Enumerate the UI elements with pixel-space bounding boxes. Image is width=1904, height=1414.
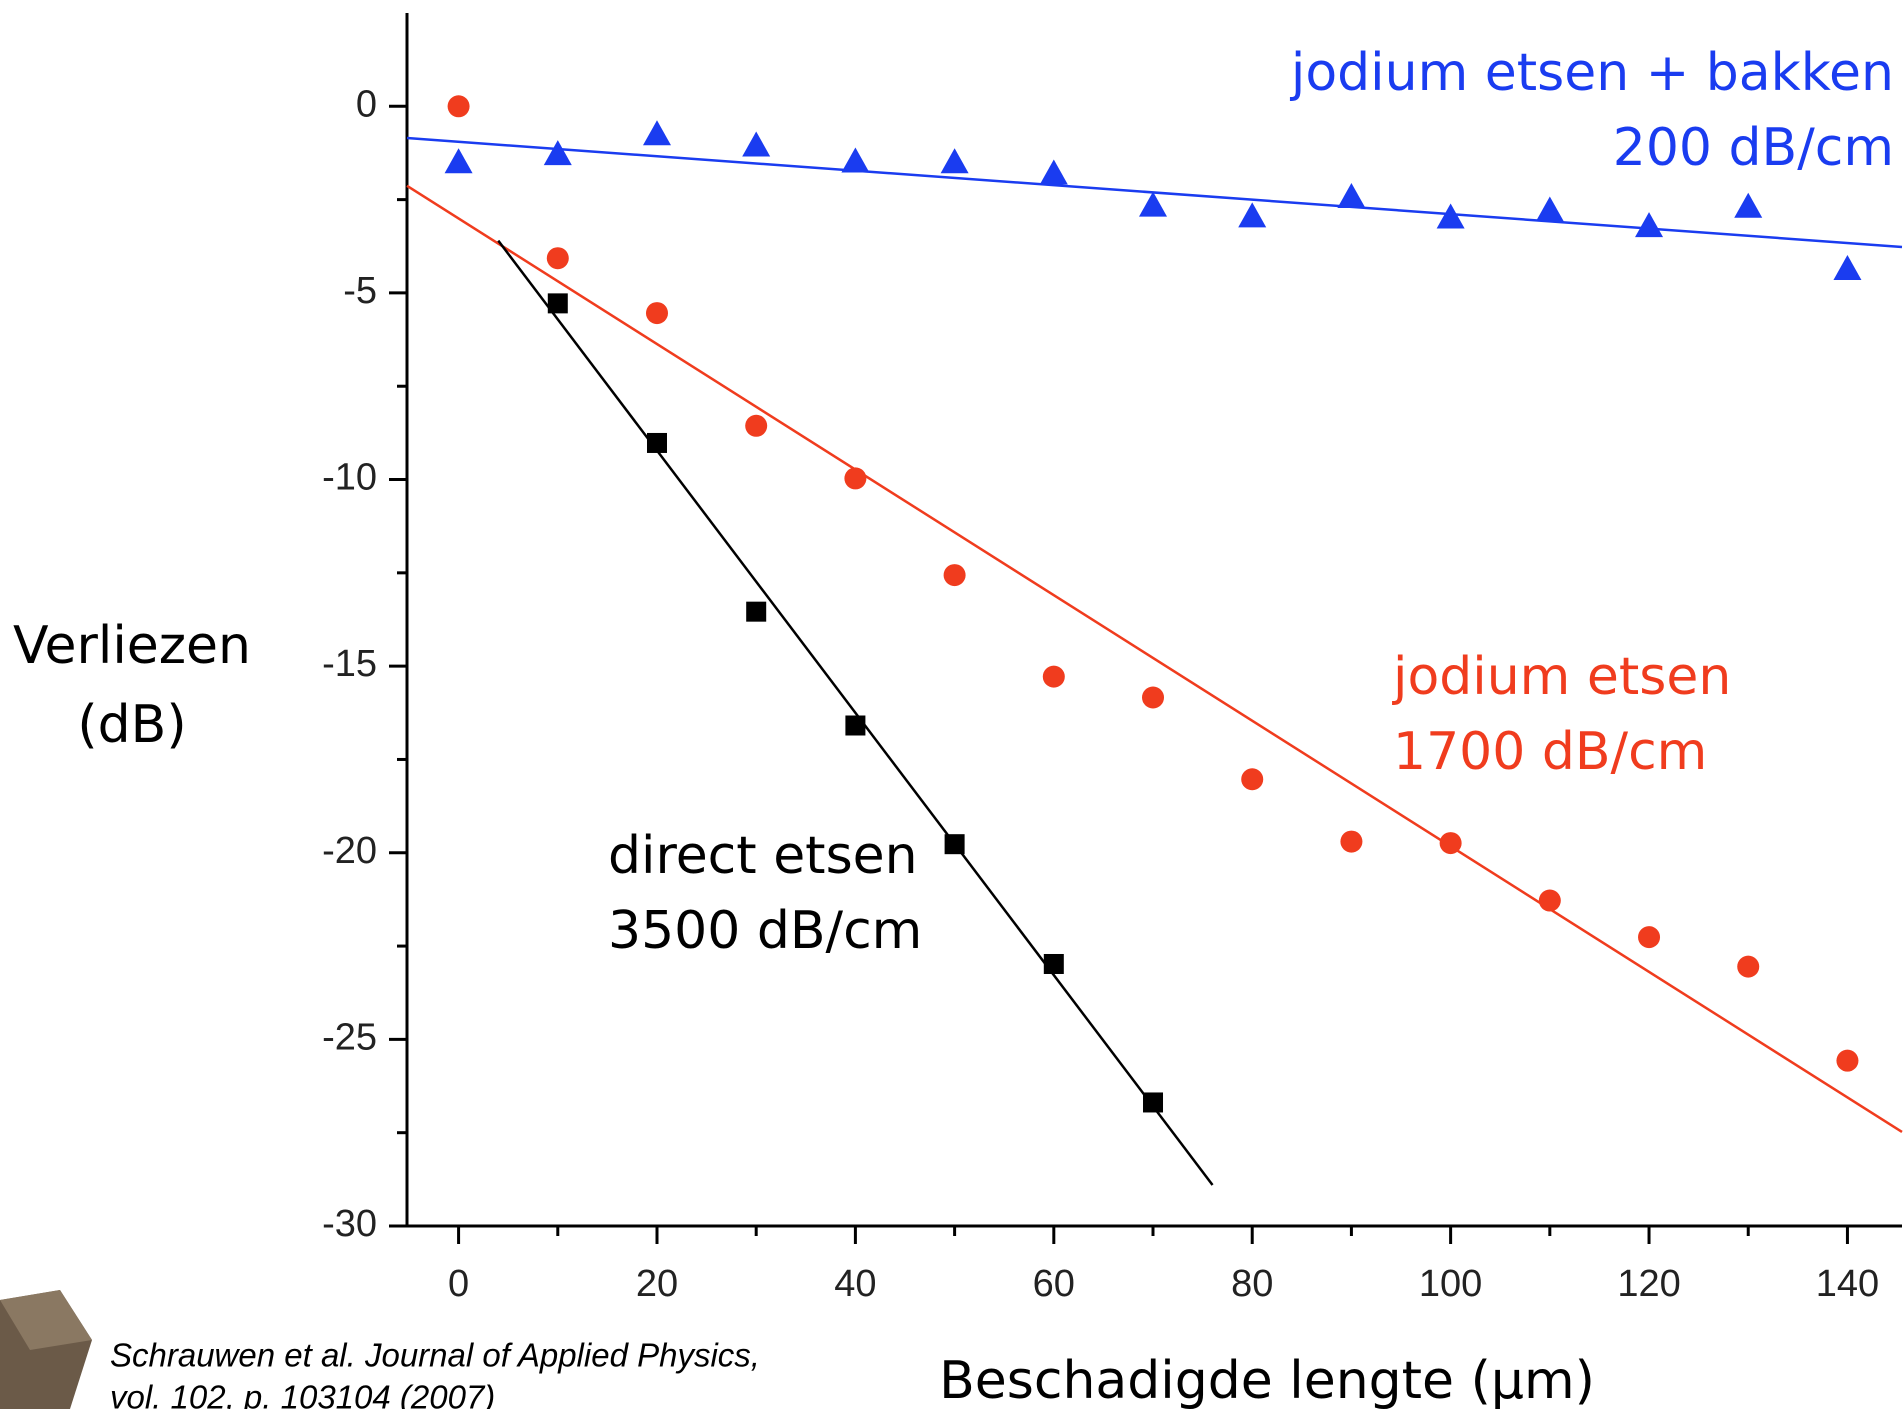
x-tick-label: 20 [636,1263,678,1305]
triangle-point [1139,191,1168,217]
circle-point [447,95,470,118]
circle-point [1142,686,1165,709]
x-tick-label: 60 [1033,1263,1075,1305]
x-tick-label: 140 [1816,1263,1879,1305]
square-point [1143,1092,1164,1113]
circle-point [844,467,867,490]
square-point [746,601,767,622]
annotation: 3500 dB/cm [608,901,922,961]
square-point [547,293,568,314]
circle-point [1241,768,1264,791]
annotation: jodium etsen [1392,647,1731,707]
thumbnail [0,1290,92,1409]
triangle-point [841,147,870,173]
triangle-point [1535,196,1564,222]
y-tick-label: -25 [322,1016,377,1058]
citation: Schrauwen et al. Journal of Applied Phys… [110,1337,760,1374]
y-tick-label: -30 [322,1203,377,1245]
circle-point [943,564,966,587]
triangle-point [642,120,671,146]
square-point [944,834,965,855]
circle-point [1042,665,1065,688]
circle-point [645,302,668,325]
square-point [646,432,667,453]
y-axis-label: Verliezen [13,616,251,676]
y-axis-label: (dB) [77,695,186,755]
y-tick-label: -15 [322,643,377,685]
x-tick-label: 40 [834,1263,876,1305]
triangle-point [742,131,771,157]
fit-line [406,184,1903,1134]
square-point [845,715,866,736]
citation: vol. 102, p. 103104 (2007) [110,1379,495,1409]
x-tick-label: 80 [1231,1263,1273,1305]
circle-point [1836,1049,1859,1072]
annotation: jodium etsen + bakken [1290,43,1894,103]
annotation: 200 dB/cm [1613,118,1894,178]
circle-point [1638,926,1661,949]
circle-point [1737,955,1760,978]
square-point [1043,953,1064,974]
triangle-point [1833,255,1862,281]
x-tick-label: 120 [1617,1263,1680,1305]
x-tick-label: 100 [1419,1263,1482,1305]
y-tick-label: -5 [343,270,377,312]
y-tick-label: -10 [322,457,377,499]
triangle-point [1337,183,1366,209]
circle-point [1439,832,1462,855]
triangle-point [1039,159,1068,185]
triangle-point [940,148,969,174]
y-tick-label: 0 [356,83,377,125]
triangle-point [543,140,572,166]
x-axis-label: Beschadigde lengte (µm) [939,1351,1595,1409]
triangle-point [1238,202,1267,228]
fit-line [497,239,1214,1186]
circle-point [1340,830,1363,853]
circle-point [546,247,569,270]
circle-point [1538,889,1561,912]
triangle-point [444,148,473,174]
annotation: 1700 dB/cm [1393,722,1707,782]
triangle-point [1436,203,1465,229]
triangle-point [1635,212,1664,238]
x-tick-label: 0 [448,1263,469,1305]
circle-point [745,414,768,437]
y-tick-label: -20 [322,830,377,872]
annotation: direct etsen [608,826,918,886]
triangle-point [1734,192,1763,218]
